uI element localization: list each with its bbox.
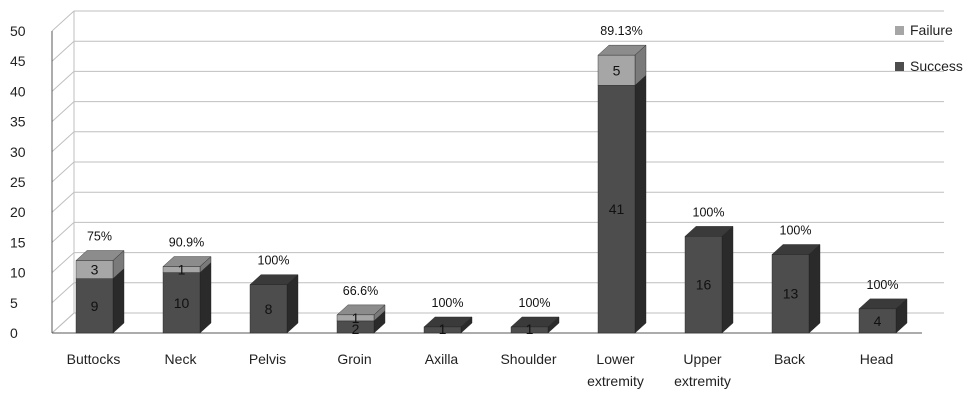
bar-group-head: 4 100% <box>858 278 908 334</box>
bar-success-lower-extremity-side <box>634 74 647 334</box>
y-tick-label: 5 <box>10 295 18 311</box>
data-label-success-neck: 10 <box>174 295 190 311</box>
x-tick-label-lower-extremity: Lower <box>596 351 634 367</box>
x-tick-label-buttocks: Buttocks <box>67 351 121 367</box>
bar-success-back-side <box>808 244 821 334</box>
bar-success-head <box>858 308 897 334</box>
x-tick-label-back: Back <box>774 351 806 367</box>
y-tick-label: 30 <box>10 144 26 160</box>
bar-success-buttocks <box>75 278 114 334</box>
legend-swatch-failure <box>895 25 904 35</box>
gridline-diagonal <box>51 161 75 183</box>
bar-group-back: 13 100% <box>771 223 821 334</box>
y-tick-label: 0 <box>10 325 18 341</box>
percent-label-buttocks: 75% <box>87 230 112 244</box>
legend-item-success: Success <box>895 58 963 74</box>
bar-group-axilla: 1 100% <box>423 296 473 337</box>
x-tick-label-groin: Groin <box>337 351 371 367</box>
x-tick-label-shoulder: Shoulder <box>500 351 556 367</box>
bar-success-buttocks-side <box>112 268 125 334</box>
percent-label-head: 100% <box>867 278 899 292</box>
gridlines <box>51 10 944 334</box>
bar-success-back <box>771 254 810 334</box>
bar-group-pelvis: 8 100% <box>249 254 299 334</box>
data-label-success-head: 4 <box>874 313 882 329</box>
bar-group-lower-extremity: 41 5 89.13% <box>597 24 647 334</box>
data-label-success-pelvis: 8 <box>265 301 273 317</box>
bar-success-shoulder <box>510 326 549 334</box>
bar-group-upper-extremity: 16 100% <box>684 205 734 334</box>
gridline-diagonal <box>51 191 75 213</box>
data-label-failure-groin: 1 <box>352 310 360 326</box>
bar-group-groin: 21 66.6% <box>336 284 386 337</box>
y-tick-label: 15 <box>10 234 26 250</box>
data-label-success-axilla: 1 <box>439 321 447 337</box>
data-label-failure-buttocks: 3 <box>91 262 99 278</box>
y-tick-label: 40 <box>10 83 26 99</box>
bar-success-neck-side <box>199 262 212 334</box>
bar-success-pelvis-side <box>286 274 299 334</box>
percent-label-neck: 90.9% <box>169 236 204 250</box>
legend-label-failure: Failure <box>910 22 953 38</box>
data-label-success-upper-extremity: 16 <box>696 277 712 293</box>
y-tick-label: 10 <box>10 265 26 281</box>
gridline-diagonal <box>51 71 75 92</box>
data-label-success-back: 13 <box>783 286 799 302</box>
bar-group-buttocks: 9 3 75% <box>75 230 125 334</box>
data-label-success-buttocks: 9 <box>91 298 99 314</box>
y-tick-label: 20 <box>10 204 26 220</box>
bar-success-axilla <box>423 326 462 334</box>
bar-success-upper-extremity <box>684 236 723 334</box>
x-tick-label-neck: Neck <box>165 351 198 367</box>
percent-label-groin: 66.6% <box>343 284 378 298</box>
bar-failure-buttocks <box>75 260 114 279</box>
data-label-failure-neck: 1 <box>178 262 186 278</box>
y-tick-label: 35 <box>10 114 26 130</box>
gridline-diagonal <box>51 131 75 153</box>
gridline-diagonal <box>51 10 75 32</box>
x-tick-label-lower-extremity: extremity <box>587 373 644 389</box>
percent-label-pelvis: 100% <box>258 254 290 268</box>
percent-label-lower-extremity: 89.13% <box>600 24 642 38</box>
percent-label-upper-extremity: 100% <box>693 205 725 219</box>
x-tick-label-pelvis: Pelvis <box>249 351 286 367</box>
percent-label-axilla: 100% <box>432 296 464 310</box>
gridline-diagonal <box>51 101 75 122</box>
y-tick-label: 50 <box>10 23 26 39</box>
x-tick-label-axilla: Axilla <box>425 351 459 367</box>
bar-success-upper-extremity-side <box>721 225 734 334</box>
bar-success-neck <box>162 272 201 334</box>
x-tick-label-upper-extremity: Upper <box>683 351 721 367</box>
gridline-diagonal <box>51 282 75 304</box>
gridline-diagonal <box>51 40 75 62</box>
bar-success-pelvis <box>249 284 288 334</box>
legend-label-success: Success <box>910 58 963 74</box>
data-label-failure-lower-extremity: 5 <box>613 62 621 78</box>
y-tick-label: 25 <box>10 174 26 190</box>
bar-success-lower-extremity <box>597 85 636 334</box>
bar-failure-groin <box>336 314 375 322</box>
legend-item-failure: Failure <box>895 22 953 38</box>
data-label-success-shoulder: 1 <box>526 321 534 337</box>
bar-group-neck: 10 1 90.9% <box>162 236 212 334</box>
legend-swatch-success <box>895 61 904 71</box>
bar-group-shoulder: 1 100% <box>510 296 560 337</box>
data-label-success-lower-extremity: 41 <box>609 201 625 217</box>
gridline-diagonal <box>51 222 75 243</box>
gridline-diagonal <box>51 252 75 273</box>
percent-label-shoulder: 100% <box>519 296 551 310</box>
percent-label-back: 100% <box>780 223 812 237</box>
y-tick-label: 45 <box>10 53 26 69</box>
bar-failure-neck <box>162 266 201 273</box>
data-label-success-groin: 2 <box>352 321 360 337</box>
bar-failure-lower-extremity <box>597 54 636 86</box>
gridline-diagonal <box>51 312 75 334</box>
x-tick-label-head: Head <box>860 351 893 367</box>
x-tick-label-upper-extremity: extremity <box>674 373 731 389</box>
